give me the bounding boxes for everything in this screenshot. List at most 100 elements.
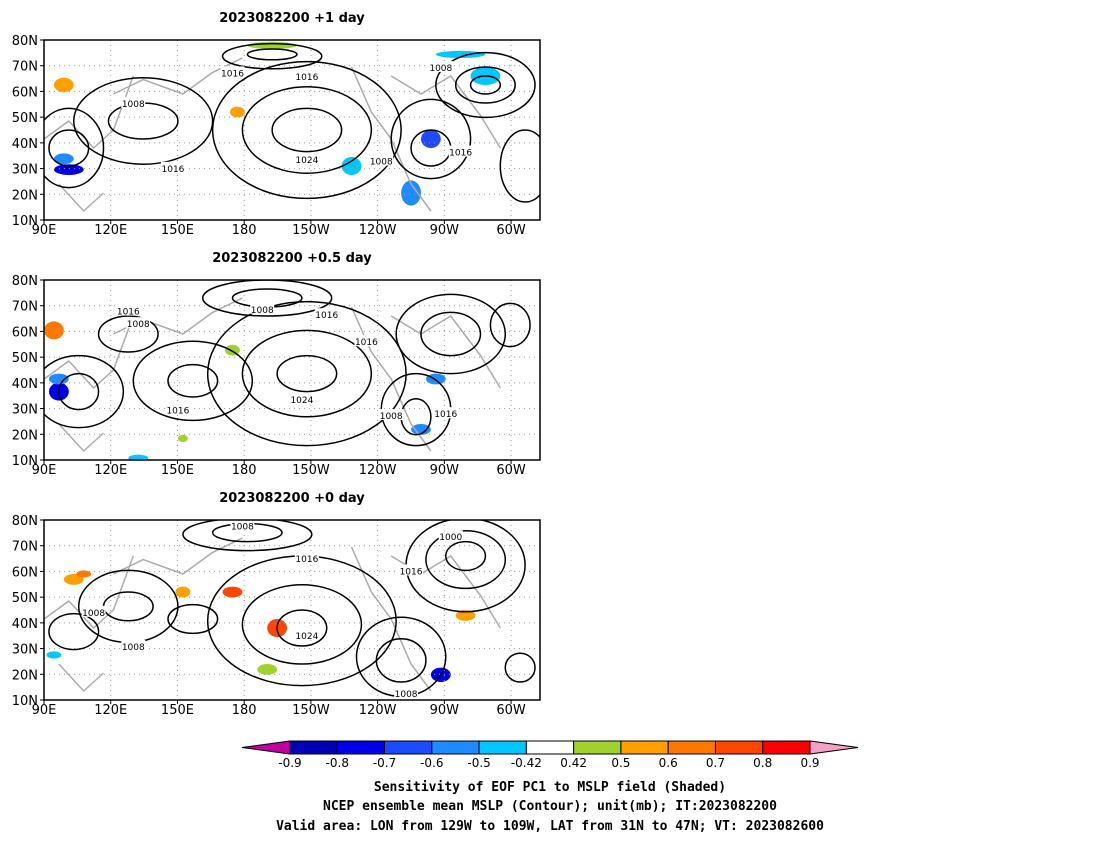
- panels: 2023082200 +1 day 1016 1016 1008 1008 1016 102…: [12, 11, 541, 718]
- y-tick-label: 30N: [12, 643, 38, 658]
- colorbar-box: [714, 740, 764, 755]
- mslp-contour: [97, 315, 159, 353]
- contour-label: 1008: [395, 690, 418, 700]
- mslp-contour: [221, 42, 323, 70]
- y-tick-label: 40N: [12, 137, 38, 152]
- y-tick-label: 60N: [12, 565, 38, 580]
- x-tick-label: 150W: [292, 703, 330, 718]
- y-tick-label: 10N: [12, 694, 38, 709]
- x-tick-label: 150E: [161, 703, 194, 718]
- sensitivity-shade: [53, 164, 84, 176]
- colorbar-tick-label: -0.8: [326, 756, 349, 770]
- x-tick-label: 150W: [292, 223, 330, 238]
- colorbar-tick-label: -0.6: [420, 756, 443, 770]
- contour-label: 1008: [380, 412, 403, 422]
- mslp-contour: [504, 652, 536, 683]
- x-tick-label: 120W: [359, 703, 397, 718]
- sensitivity-shade: [425, 373, 446, 385]
- contour-label: 1008: [231, 522, 254, 532]
- mslp-contour: [44, 107, 105, 189]
- colorbar-tick-label: 0.5: [611, 756, 630, 770]
- sensitivity-shade: [46, 651, 62, 659]
- sensitivity-shade: [341, 157, 362, 175]
- mslp-contour: [201, 280, 333, 317]
- mslp-contour: [73, 77, 214, 165]
- contour-label: 1008: [251, 306, 274, 316]
- mslp-contour: [167, 363, 219, 398]
- contour-label: 1008: [122, 100, 145, 110]
- colorbar-tick-label: 0.8: [753, 756, 772, 770]
- sensitivity-shade: [48, 373, 69, 385]
- plot-area: 1008 1000 1016 1016 1008 1024 1008 1008: [44, 520, 540, 700]
- mslp-contour: [395, 293, 507, 375]
- y-tick-label: 10N: [12, 214, 38, 229]
- colorbar-tick-label: -0.7: [373, 756, 396, 770]
- y-tick-label: 10N: [12, 454, 38, 469]
- plot-area: 1016 1016 1008 1008 1016 1024 1008 1016: [44, 40, 540, 220]
- colorbar-tick-label: 0.7: [706, 756, 725, 770]
- x-tick-label: 150W: [292, 463, 330, 478]
- contour-label: 1016: [221, 69, 244, 79]
- y-tick-label: 30N: [12, 163, 38, 178]
- mslp-contour: [206, 300, 407, 447]
- contour-label: 1000: [439, 533, 462, 543]
- mslp-contour: [182, 520, 313, 552]
- contour-label: 1008: [127, 320, 150, 330]
- colorbar-tick-label: -0.5: [467, 756, 490, 770]
- colorbar-box: [762, 740, 811, 755]
- y-tick-label: 60N: [12, 85, 38, 100]
- contour-label: 1016: [434, 410, 457, 420]
- plot-background: [44, 40, 540, 220]
- colorbar-box: [336, 740, 386, 755]
- panel-title: 2023082200 +0.5 day: [212, 251, 372, 266]
- y-tick-label: 80N: [12, 514, 38, 529]
- contour-label: 1016: [315, 311, 338, 321]
- y-tick-label: 40N: [12, 617, 38, 632]
- plot-background: [44, 520, 540, 700]
- sensitivity-shade: [230, 106, 245, 118]
- y-tick-label: 50N: [12, 591, 38, 606]
- caption-line-1: Sensitivity of EOF PC1 to MSLP field (Sh…: [374, 780, 726, 795]
- mslp-contour: [241, 329, 373, 418]
- y-tick-label: 20N: [12, 428, 38, 443]
- mslp-contour: [454, 66, 516, 104]
- sensitivity-shade: [63, 574, 84, 585]
- sensitivity-shade: [257, 664, 278, 675]
- x-tick-label: 120E: [94, 703, 127, 718]
- sensitivity-shade: [455, 610, 476, 621]
- y-tick-label: 20N: [12, 668, 38, 683]
- x-tick-label: 90W: [430, 463, 460, 478]
- y-tick-label: 80N: [12, 274, 38, 289]
- x-tick-label: 180: [232, 223, 257, 238]
- colorbar-box: [525, 740, 575, 755]
- x-tick-label: 120E: [94, 223, 127, 238]
- mslp-contour: [390, 98, 472, 180]
- mslp-contour: [276, 354, 338, 393]
- colorbar-box: [667, 740, 716, 755]
- mslp-contour: [167, 603, 219, 635]
- colorbar-box: [289, 740, 338, 755]
- contour-label: 1008: [82, 609, 105, 619]
- colorbar-tick-label: -0.42: [511, 756, 542, 770]
- colorbar-box: [620, 740, 669, 755]
- mslp-contour: [246, 48, 298, 61]
- colorbar-tick-label: 0.9: [800, 756, 819, 770]
- colorbar-box: [573, 740, 622, 755]
- x-tick-label: 90E: [32, 703, 57, 718]
- colorbar-tick-label: 0.42: [560, 756, 587, 770]
- sensitivity-shade: [222, 586, 243, 598]
- colorbar-box: [384, 740, 433, 755]
- coastline: [350, 546, 432, 692]
- x-tick-label: 60W: [496, 223, 526, 238]
- contour-label: 1008: [370, 158, 393, 168]
- contour-label: 1016: [449, 149, 472, 159]
- sensitivity-shade: [411, 424, 431, 435]
- plot-frame: [43, 39, 541, 221]
- caption-line-3: Valid area: LON from 129W to 109W, LAT f…: [276, 819, 824, 834]
- mslp-contour: [375, 638, 427, 683]
- plot-frame: [43, 279, 541, 461]
- mslp-contour: [435, 51, 536, 119]
- sensitivity-shade: [177, 434, 188, 442]
- sensitivity-shade: [175, 586, 191, 598]
